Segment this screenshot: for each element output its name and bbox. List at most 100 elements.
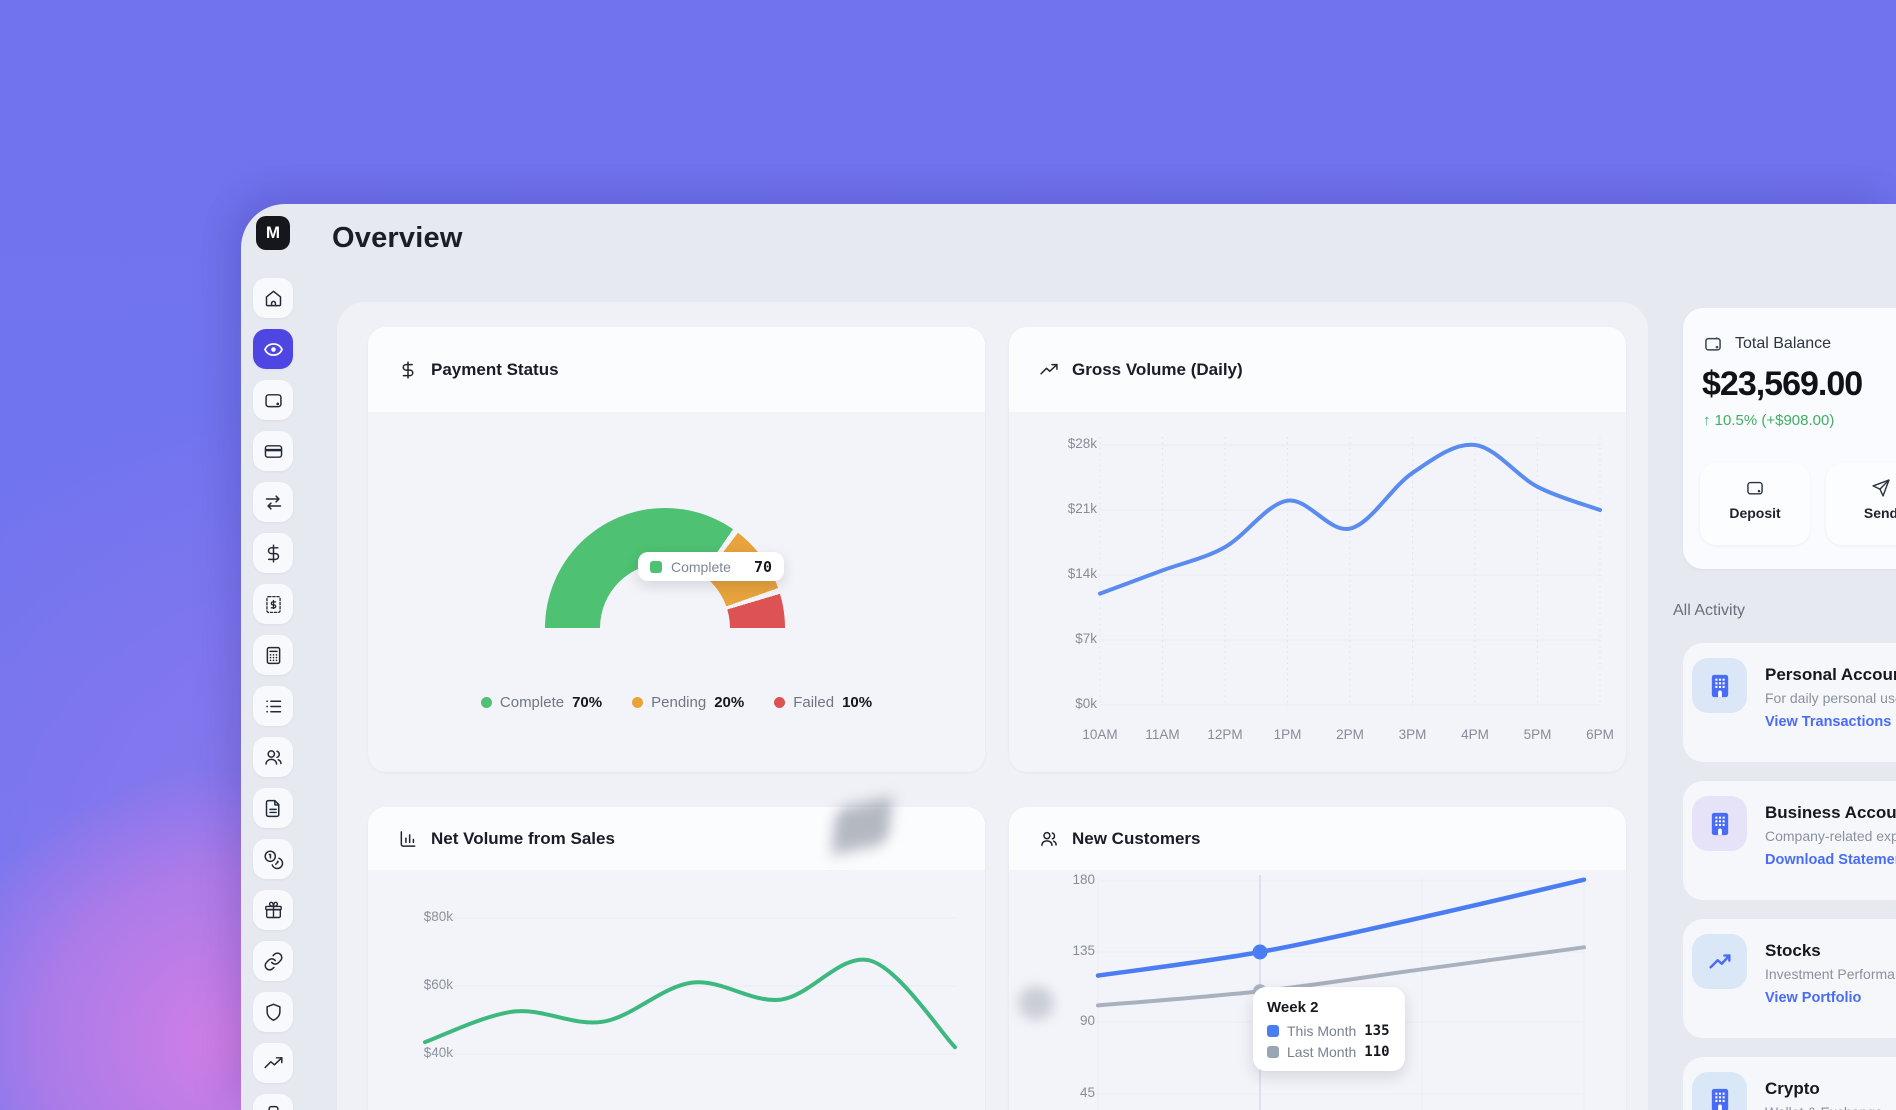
charts-panel: Payment Status Complete 70 Complete 70% … (337, 302, 1648, 1110)
sidebar-item-transfer-arrows[interactable] (253, 482, 293, 522)
y-tick-label: $14k (1067, 566, 1097, 581)
activity-item-personal-account[interactable]: Personal Account For daily personal use … (1683, 643, 1896, 762)
tooltip-color-swatch (1267, 1025, 1279, 1037)
document-icon (263, 798, 284, 819)
app-logo: M (256, 216, 290, 250)
activity-description: For daily personal use (1765, 690, 1896, 706)
users-icon (263, 747, 284, 768)
total-balance-amount: $23,569.00 (1702, 365, 1863, 403)
calculator-icon (263, 645, 284, 666)
sidebar-item-home[interactable] (253, 278, 293, 318)
credit-card-icon (263, 441, 284, 462)
eye-icon (263, 339, 284, 360)
y-tick-label: $28k (1067, 436, 1097, 451)
new-customers-line-chart (1095, 875, 1587, 1110)
logo-letter: M (265, 223, 281, 242)
sidebar-item-gift[interactable] (253, 890, 293, 930)
balance-change: ↑ 10.5% (+$908.00) (1703, 412, 1835, 429)
tooltip-row: This Month 135 (1267, 1023, 1391, 1039)
x-axis: 10AM 11AM 12PM 1PM 2PM 3PM 4PM 5PM 6PM (1009, 727, 1626, 747)
activity-link[interactable]: Download Statement (1765, 852, 1896, 868)
card-header: New Customers (1009, 807, 1626, 871)
send-button[interactable]: Send (1826, 463, 1896, 545)
sidebar-item-dollar-sign[interactable] (253, 533, 293, 573)
app-window: M Overview Payment Status Complete 70 Co… (241, 204, 1896, 1110)
activity-description: Company-related expenses (1765, 828, 1896, 844)
sidebar-item-calculator[interactable] (253, 635, 293, 675)
tooltip-title: Week 2 (1267, 999, 1319, 1016)
sidebar-item-wallet[interactable] (253, 380, 293, 420)
card-title: New Customers (1072, 828, 1201, 848)
sidebar-item-trending-up[interactable] (253, 1043, 293, 1083)
y-tick-label: $0k (1075, 696, 1097, 711)
sidebar-item-credit-card[interactable] (253, 431, 293, 471)
x-tick-label: 10AM (1082, 727, 1118, 742)
tooltip-value: 70 (753, 557, 772, 576)
sidebar-item-users[interactable] (253, 737, 293, 777)
y-tick-label: 135 (1072, 943, 1095, 958)
x-tick-label: 1PM (1273, 727, 1302, 742)
sidebar-item-receipt[interactable] (253, 584, 293, 624)
gift-icon (263, 900, 284, 921)
gross-volume-card: Gross Volume (Daily) $28k $21k $14k $7k $0k … (1009, 327, 1626, 772)
net-volume-line-chart (423, 917, 957, 1055)
y-tick-label: 45 (1079, 1085, 1095, 1100)
y-tick-label: $21k (1067, 501, 1097, 516)
tooltip-series-value: 135 (1364, 1023, 1390, 1039)
activity-link[interactable]: View Portfolio (1765, 990, 1862, 1006)
all-activity-heading: All Activity (1673, 602, 1746, 619)
stock-trend-icon (1692, 934, 1747, 989)
activity-title: Personal Account (1765, 665, 1896, 684)
list-icon (263, 696, 284, 717)
y-tick-label: $7k (1075, 631, 1097, 646)
y-tick-label: 180 (1072, 872, 1095, 887)
gross-volume-line-chart (1098, 437, 1602, 707)
net-volume-card: Net Volume from Sales $80k$60k$40k$20k (368, 807, 985, 1110)
activity-item-stocks[interactable]: Stocks Investment Performance View Portf… (1683, 919, 1896, 1038)
y-tick-label: $80k (423, 909, 453, 924)
activity-item-crypto[interactable]: Crypto Wallet & Exchange (1683, 1057, 1896, 1110)
legend-item: Failed 10% (774, 694, 872, 711)
building-icon (1692, 1072, 1747, 1110)
sidebar-item-eye[interactable] (253, 329, 293, 369)
building-icon (1692, 658, 1747, 713)
legend-item: Complete 70% (480, 694, 602, 711)
wallet-icon (1703, 334, 1723, 354)
total-balance-card: Total Balance $23,569.00 ↑ 10.5% (+$908.… (1683, 308, 1896, 569)
tooltip-label: Complete (671, 558, 731, 575)
tooltip-row: Last Month 110 (1267, 1044, 1391, 1060)
payment-status-legend: Complete 70% Pending 20% Failed 10% (368, 694, 985, 711)
legend-label: Pending (651, 694, 707, 711)
blur-artifact (1018, 986, 1054, 1020)
legend-label: Failed (793, 694, 835, 711)
sidebar-item-list[interactable] (253, 686, 293, 726)
new-customers-card: New Customers 180 135 90 45 Week 2 This Mon… (1009, 807, 1626, 1110)
sidebar-item-shield[interactable] (253, 992, 293, 1032)
payment-status-card: Payment Status Complete 70 Complete 70% … (368, 327, 985, 772)
sidebar-item-coins[interactable] (253, 839, 293, 879)
bar-chart-icon (398, 829, 418, 849)
card-title: Net Volume from Sales (431, 828, 615, 848)
y-tick-label: $40k (423, 1045, 453, 1060)
deposit-button[interactable]: Deposit (1700, 463, 1810, 545)
sidebar-item-phone[interactable] (253, 1094, 293, 1110)
y-tick-label: $60k (423, 977, 453, 992)
legend-value: 20% (714, 694, 745, 711)
y-tick-label: 90 (1079, 1013, 1095, 1028)
x-tick-label: 4PM (1461, 727, 1489, 742)
card-title: Payment Status (431, 359, 559, 379)
activity-item-business-account[interactable]: Business Account Company-related expense… (1683, 781, 1896, 900)
total-balance-label: Total Balance (1735, 335, 1832, 352)
sidebar-item-document[interactable] (253, 788, 293, 828)
dollar-sign-icon (263, 543, 284, 564)
dollar-icon (398, 360, 418, 380)
trending-up-icon (1039, 360, 1059, 380)
sidebar-item-link[interactable] (253, 941, 293, 981)
coins-icon (263, 849, 284, 870)
activity-link[interactable]: View Transactions (1765, 714, 1892, 730)
legend-value: 10% (842, 694, 873, 711)
receipt-icon (263, 594, 284, 615)
legend-dot (632, 697, 644, 708)
wallet-icon (1745, 478, 1765, 498)
